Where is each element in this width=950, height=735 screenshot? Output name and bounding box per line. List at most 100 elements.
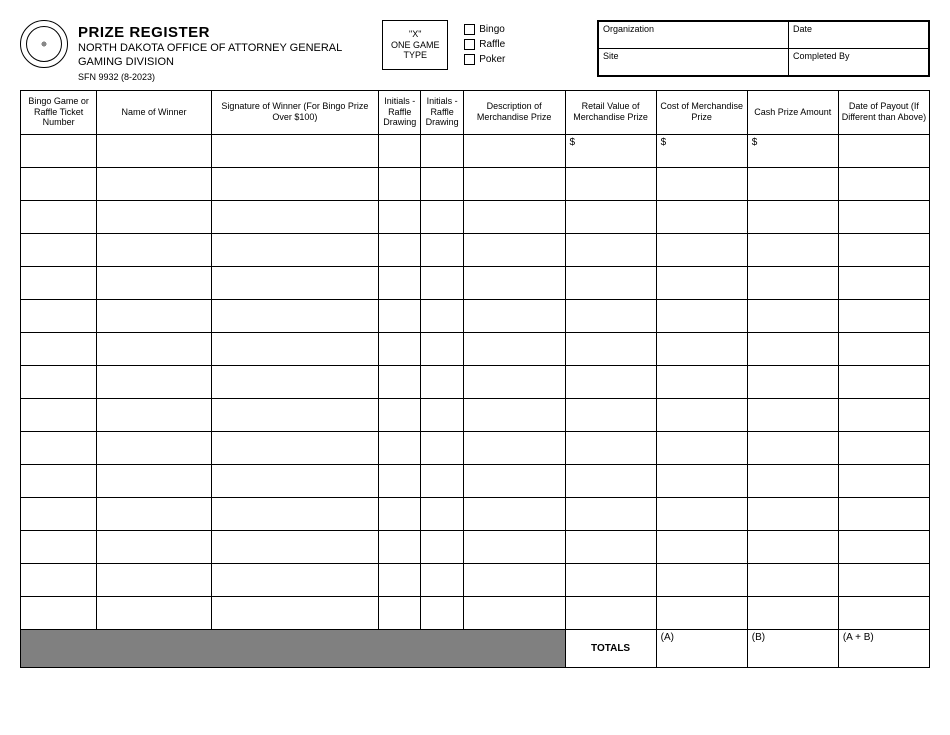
table-cell[interactable] (838, 431, 929, 464)
table-cell[interactable] (211, 266, 378, 299)
table-cell[interactable] (211, 464, 378, 497)
table-cell[interactable] (211, 497, 378, 530)
table-cell[interactable] (565, 431, 656, 464)
table-cell[interactable] (656, 563, 747, 596)
table-cell[interactable] (421, 497, 463, 530)
table-cell[interactable] (211, 200, 378, 233)
table-cell[interactable] (421, 200, 463, 233)
table-cell[interactable] (211, 365, 378, 398)
table-cell[interactable] (463, 299, 565, 332)
table-cell[interactable] (21, 365, 97, 398)
table-cell[interactable] (97, 266, 211, 299)
table-cell[interactable] (421, 530, 463, 563)
table-cell[interactable] (463, 497, 565, 530)
table-cell[interactable] (379, 266, 421, 299)
table-cell[interactable] (747, 299, 838, 332)
table-cell[interactable] (463, 200, 565, 233)
table-cell[interactable] (838, 332, 929, 365)
checkbox-bingo[interactable] (464, 24, 475, 35)
table-cell[interactable] (747, 332, 838, 365)
table-cell[interactable] (463, 464, 565, 497)
table-cell[interactable] (379, 233, 421, 266)
table-cell[interactable] (565, 530, 656, 563)
table-cell[interactable] (656, 332, 747, 365)
table-cell[interactable] (656, 497, 747, 530)
table-cell[interactable] (21, 167, 97, 200)
table-cell[interactable] (463, 233, 565, 266)
table-cell[interactable] (21, 431, 97, 464)
field-completed-by[interactable]: Completed By (789, 49, 929, 76)
table-cell[interactable] (656, 398, 747, 431)
checkbox-raffle[interactable] (464, 39, 475, 50)
table-cell[interactable] (21, 398, 97, 431)
table-cell[interactable] (211, 233, 378, 266)
table-cell[interactable] (379, 332, 421, 365)
table-cell[interactable] (421, 332, 463, 365)
table-cell[interactable] (463, 134, 565, 167)
table-cell[interactable] (747, 596, 838, 629)
table-cell[interactable] (747, 431, 838, 464)
table-cell[interactable] (463, 596, 565, 629)
table-cell[interactable] (463, 398, 565, 431)
table-cell[interactable] (379, 398, 421, 431)
table-cell[interactable] (97, 398, 211, 431)
table-cell[interactable] (565, 200, 656, 233)
table-cell[interactable] (565, 497, 656, 530)
table-cell[interactable] (838, 530, 929, 563)
table-cell[interactable] (565, 266, 656, 299)
table-cell[interactable] (565, 365, 656, 398)
table-cell[interactable] (656, 464, 747, 497)
table-cell[interactable] (21, 563, 97, 596)
table-cell[interactable] (421, 233, 463, 266)
table-cell[interactable] (21, 299, 97, 332)
field-site[interactable]: Site (599, 49, 789, 76)
table-cell[interactable] (421, 596, 463, 629)
table-cell[interactable] (656, 299, 747, 332)
table-cell[interactable] (421, 398, 463, 431)
table-cell[interactable] (656, 233, 747, 266)
table-cell[interactable] (379, 299, 421, 332)
table-cell[interactable]: $ (565, 134, 656, 167)
table-cell[interactable] (97, 365, 211, 398)
table-cell[interactable] (97, 563, 211, 596)
table-cell[interactable] (565, 233, 656, 266)
table-cell[interactable] (747, 530, 838, 563)
table-cell[interactable] (211, 332, 378, 365)
table-cell[interactable] (747, 266, 838, 299)
checkbox-poker[interactable] (464, 54, 475, 65)
table-cell[interactable] (97, 200, 211, 233)
table-cell[interactable] (463, 530, 565, 563)
table-cell[interactable] (379, 200, 421, 233)
table-cell[interactable] (21, 464, 97, 497)
table-cell[interactable] (21, 233, 97, 266)
table-cell[interactable] (565, 398, 656, 431)
table-cell[interactable] (838, 365, 929, 398)
table-cell[interactable] (463, 365, 565, 398)
table-cell[interactable] (838, 464, 929, 497)
field-date[interactable]: Date (789, 22, 929, 49)
table-cell[interactable] (21, 200, 97, 233)
table-cell[interactable] (421, 167, 463, 200)
table-cell[interactable] (463, 167, 565, 200)
table-cell[interactable] (747, 464, 838, 497)
table-cell[interactable] (656, 167, 747, 200)
table-cell[interactable] (838, 233, 929, 266)
table-cell[interactable] (838, 200, 929, 233)
table-cell[interactable] (565, 464, 656, 497)
table-cell[interactable] (463, 563, 565, 596)
table-cell[interactable] (747, 365, 838, 398)
table-cell[interactable] (211, 299, 378, 332)
table-cell[interactable] (21, 332, 97, 365)
table-cell[interactable] (21, 266, 97, 299)
table-cell[interactable] (379, 365, 421, 398)
table-cell[interactable] (211, 596, 378, 629)
table-cell[interactable] (97, 233, 211, 266)
table-cell[interactable] (421, 134, 463, 167)
table-cell[interactable]: $ (747, 134, 838, 167)
table-cell[interactable] (463, 266, 565, 299)
table-cell[interactable] (838, 299, 929, 332)
table-cell[interactable] (565, 299, 656, 332)
table-cell[interactable] (379, 431, 421, 464)
table-cell[interactable] (656, 266, 747, 299)
table-cell[interactable] (379, 563, 421, 596)
